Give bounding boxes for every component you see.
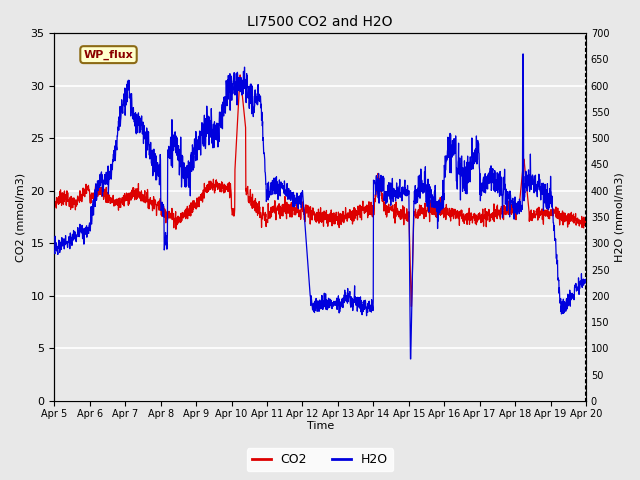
X-axis label: Time: Time: [307, 421, 334, 432]
Y-axis label: H2O (mmol/m3): H2O (mmol/m3): [615, 172, 625, 262]
Title: LI7500 CO2 and H2O: LI7500 CO2 and H2O: [248, 15, 393, 29]
Y-axis label: CO2 (mmol/m3): CO2 (mmol/m3): [15, 172, 25, 262]
Text: WP_flux: WP_flux: [84, 49, 133, 60]
Legend: CO2, H2O: CO2, H2O: [247, 448, 393, 471]
